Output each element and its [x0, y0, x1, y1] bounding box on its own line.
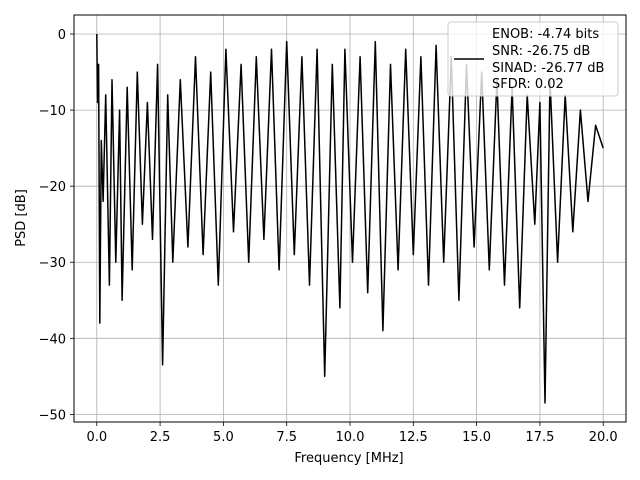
x-tick-label: 12.5	[399, 430, 428, 445]
y-tick-label: −30	[39, 256, 66, 271]
y-tick-label: −10	[39, 104, 66, 119]
y-axis-label: PSD [dB]	[14, 189, 29, 247]
legend-line-1: SNR: -26.75 dB	[492, 44, 590, 59]
legend-line-2: SINAD: -26.77 dB	[492, 61, 604, 76]
x-axis-ticks: 0.0 2.5 5.0 7.5 10.0 12.5 15.0 17.5 20.0	[86, 422, 618, 445]
y-tick-label: −40	[39, 332, 66, 347]
x-tick-label: 10.0	[336, 430, 365, 445]
x-tick-label: 2.5	[150, 430, 171, 445]
psd-series-line	[96, 33, 604, 404]
legend-line-0: ENOB: -4.74 bits	[492, 27, 599, 42]
y-tick-label: −50	[39, 408, 66, 423]
x-tick-label: 5.0	[213, 430, 234, 445]
series-layer	[96, 33, 604, 404]
y-tick-label: −20	[39, 180, 66, 195]
y-tick-label: 0	[58, 28, 66, 43]
legend-line-3: SFDR: 0.02	[492, 77, 564, 92]
x-tick-label: 20.0	[589, 430, 618, 445]
x-tick-label: 0.0	[86, 430, 107, 445]
legend: ENOB: -4.74 bits SNR: -26.75 dB SINAD: -…	[447, 21, 619, 97]
y-axis-ticks: 0 −10 −20 −30 −40 −50	[39, 28, 74, 423]
x-axis-label: Frequency [MHz]	[294, 451, 403, 466]
x-tick-label: 17.5	[525, 430, 554, 445]
x-tick-label: 7.5	[276, 430, 297, 445]
legend-box	[447, 21, 619, 97]
x-tick-label: 15.0	[462, 430, 491, 445]
